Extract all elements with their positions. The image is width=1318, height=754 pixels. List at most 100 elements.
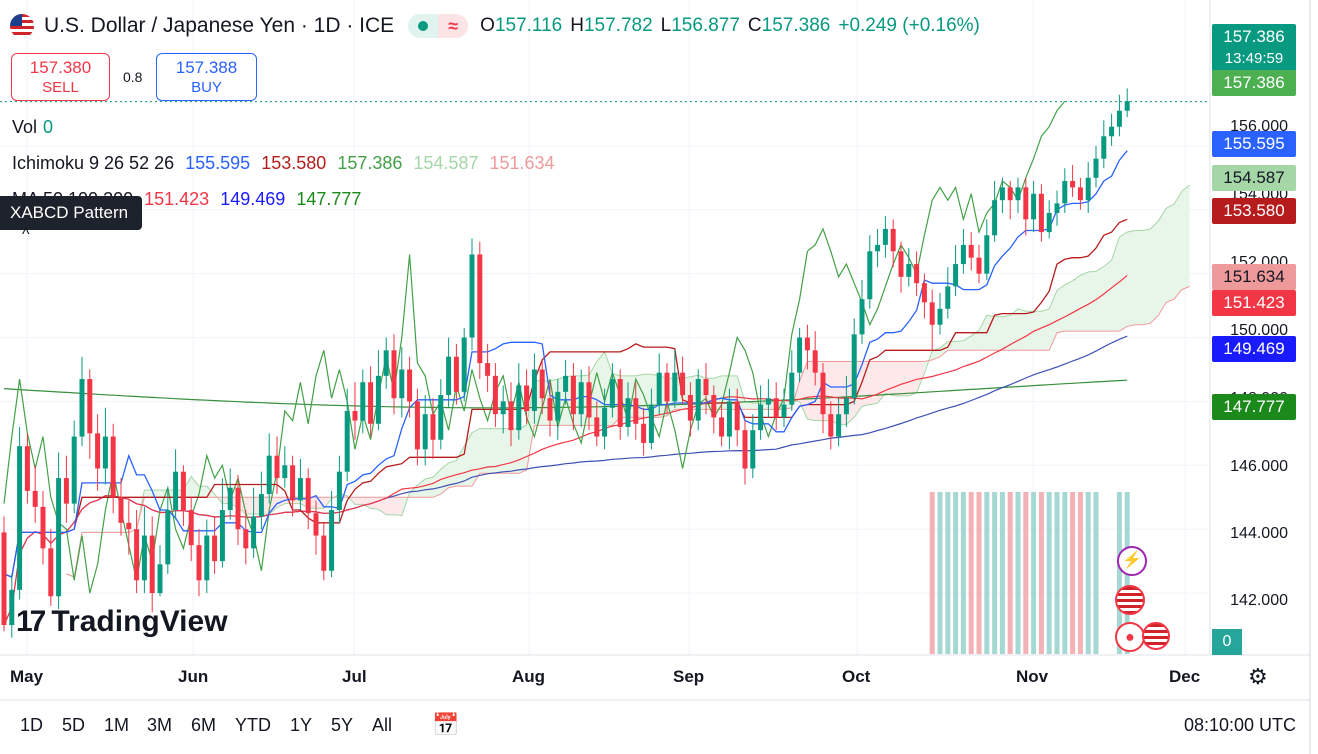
candle-body xyxy=(157,564,163,594)
candle-body xyxy=(469,254,475,338)
kumo-segment xyxy=(877,361,886,404)
candle-body xyxy=(24,446,30,491)
collapse-legend-icon[interactable]: ^ xyxy=(22,226,30,243)
candle-body xyxy=(859,299,865,335)
candle-body xyxy=(477,254,483,364)
candle-body xyxy=(492,375,498,415)
kumo-segment xyxy=(433,469,441,498)
candle-body xyxy=(797,337,803,373)
kumo-segment xyxy=(1072,275,1081,332)
symbol-title[interactable]: U.S. Dollar / Japanese Yen · 1D · ICE xyxy=(44,14,395,37)
kumo-segment xyxy=(1010,308,1018,351)
utc-clock[interactable]: 08:10:00 UTC xyxy=(1183,715,1296,735)
timeframe-3m[interactable]: 3M xyxy=(147,715,173,735)
price-axis-label: 146.000 xyxy=(1230,458,1288,475)
candle-body xyxy=(1101,136,1107,159)
candle-body xyxy=(485,363,491,376)
ohlc-values: O157.116 H157.782 L156.877 C157.386 +0.2… xyxy=(480,15,980,36)
volume-bar xyxy=(1023,492,1029,654)
candle-body xyxy=(79,379,85,437)
candle-body xyxy=(407,369,413,402)
candle-body xyxy=(438,395,444,440)
kumo-segment xyxy=(901,361,909,396)
candle-body xyxy=(32,490,38,507)
timeframe-1m[interactable]: 1M xyxy=(104,715,130,735)
kumo-segment xyxy=(417,478,426,498)
candle-body xyxy=(524,385,530,411)
volume-bar xyxy=(1070,492,1076,654)
kumo-segment xyxy=(1181,184,1190,290)
candle-body xyxy=(321,535,327,571)
candle-body xyxy=(344,411,350,472)
us-economic-event-icon[interactable] xyxy=(1142,622,1170,650)
timeframe-6m[interactable]: 6M xyxy=(191,715,217,735)
sell-label: SELL xyxy=(42,79,79,96)
delayed-data-icon[interactable]: ≈ xyxy=(438,14,469,38)
time-axis-label: Jul xyxy=(342,667,367,686)
kumo-segment xyxy=(1018,308,1026,351)
candle-body xyxy=(446,356,452,396)
timeframe-5d[interactable]: 5D xyxy=(62,715,86,735)
candle-body xyxy=(266,455,272,495)
lightning-event-icon[interactable]: ⚡ xyxy=(1117,546,1147,576)
timeframe-all[interactable]: All xyxy=(372,715,393,735)
kumo-segment xyxy=(1119,232,1128,332)
volume-bar xyxy=(937,492,943,654)
tradingview-logo[interactable]: 17 TradingView xyxy=(16,605,228,639)
market-open-icon[interactable] xyxy=(408,14,439,38)
candle-body xyxy=(539,369,545,399)
kumo-segment xyxy=(472,428,480,487)
candle-body xyxy=(976,257,982,274)
sell-button[interactable]: 157.380 SELL xyxy=(11,53,110,101)
price-axis-label: 150.000 xyxy=(1230,322,1288,339)
kumo-segment xyxy=(916,361,925,393)
kumo-segment xyxy=(1096,266,1104,332)
chart-settings-icon[interactable]: ⚙ xyxy=(1248,664,1268,689)
ma200-badge: 147.777 xyxy=(1212,394,1296,420)
candle-body xyxy=(984,235,990,274)
price-change: +0.249 (+0.16%) xyxy=(838,15,980,36)
kumo-segment xyxy=(355,497,363,505)
candle-body xyxy=(1015,187,1021,201)
kumo-segment xyxy=(1166,204,1174,303)
candle-body xyxy=(1031,193,1037,220)
candle-body xyxy=(1109,126,1115,137)
candle-body xyxy=(563,375,569,392)
timeframe-5y[interactable]: 5Y xyxy=(331,715,354,735)
candle-body xyxy=(602,407,608,437)
candle-body xyxy=(999,187,1005,201)
candle-body xyxy=(992,200,998,236)
buy-button[interactable]: 157.388 BUY xyxy=(156,53,257,101)
timeframe-1d[interactable]: 1D xyxy=(20,715,44,735)
buy-label: BUY xyxy=(191,79,222,96)
timeframe-1y[interactable]: 1Y xyxy=(290,715,313,735)
candle-body xyxy=(555,391,561,421)
time-axis-label: Jun xyxy=(178,667,209,686)
price-axis-label: 142.000 xyxy=(1230,592,1288,609)
candle-body xyxy=(1,532,7,626)
kumo-segment xyxy=(986,315,995,351)
candle-body xyxy=(110,436,116,498)
candle-body xyxy=(687,395,693,421)
candle-body xyxy=(695,379,701,421)
price-axis-label: 144.000 xyxy=(1230,525,1288,542)
kumo-segment xyxy=(1088,271,1096,332)
kumo-segment xyxy=(807,361,816,421)
kumo-segment xyxy=(1135,230,1143,325)
candle-body xyxy=(765,398,771,405)
us-economic-event-icon[interactable] xyxy=(1115,585,1145,615)
ma50-badge: 151.423 xyxy=(1212,290,1296,316)
kumo-segment xyxy=(1033,311,1042,351)
date-range-calendar-icon[interactable]: 📅 xyxy=(432,712,460,737)
volume-bar xyxy=(945,492,951,654)
volume-legend[interactable]: Vol 0 xyxy=(12,117,54,137)
kumo-segment xyxy=(963,335,972,351)
volume-bar xyxy=(1007,492,1013,654)
candle-body xyxy=(953,264,959,287)
candle-body xyxy=(656,372,662,405)
timeframe-ytd[interactable]: YTD xyxy=(235,715,271,735)
ichimoku-legend[interactable]: Ichimoku 9 26 52 26 155.595 153.580 157.… xyxy=(12,153,555,173)
jp-economic-event-icon[interactable]: ● xyxy=(1115,622,1145,652)
tenkan-badge: 155.595 xyxy=(1212,131,1296,157)
